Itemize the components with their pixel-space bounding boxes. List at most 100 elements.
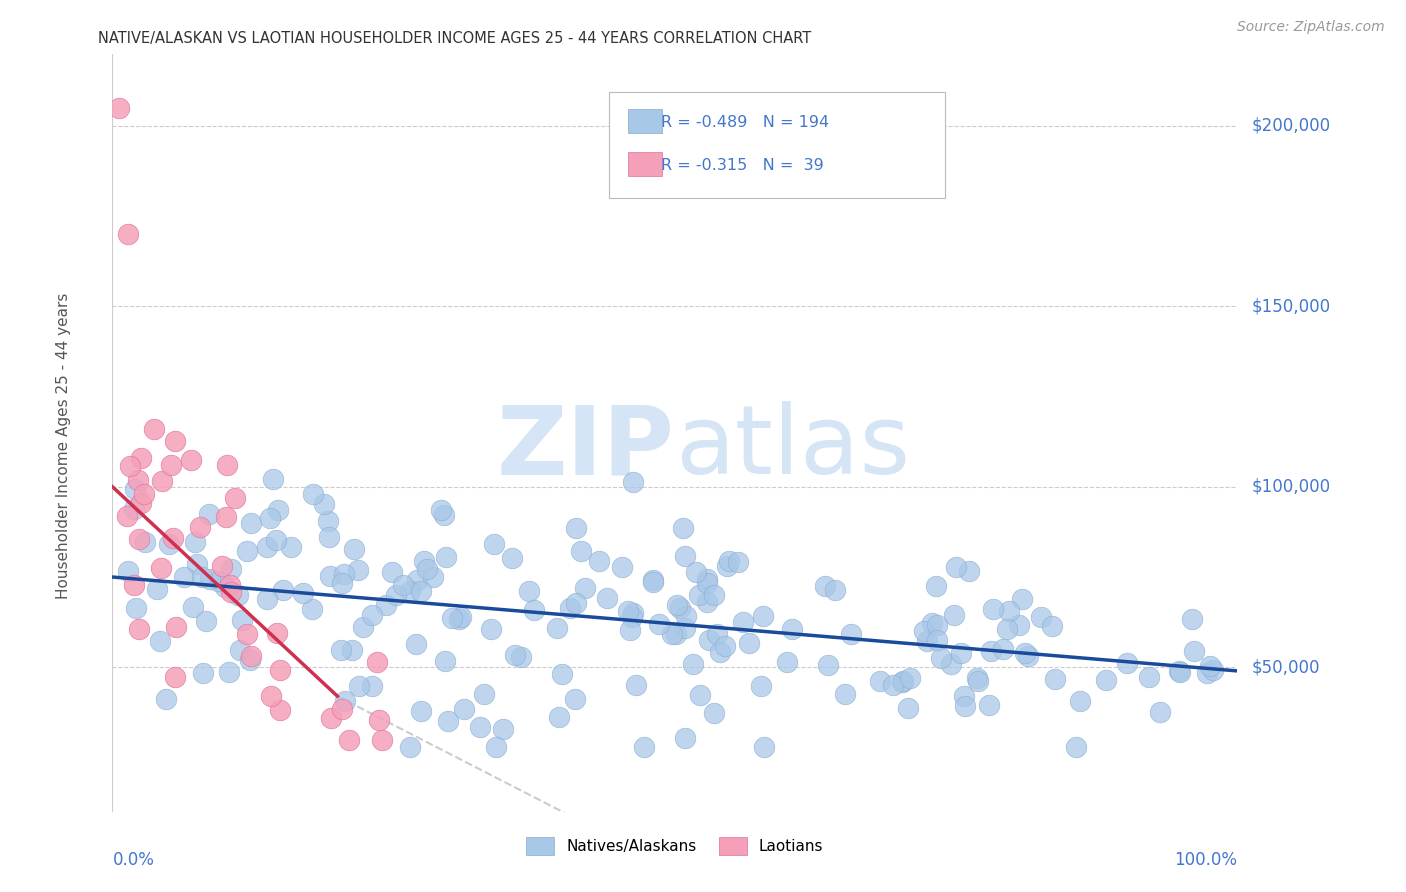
- Point: [1043, 672, 1066, 686]
- Point: [925, 633, 948, 648]
- Point: [752, 609, 775, 624]
- Point: [1168, 665, 1191, 679]
- Point: [703, 706, 725, 720]
- Point: [318, 569, 340, 583]
- Point: [718, 554, 741, 568]
- Point: [122, 578, 145, 592]
- Point: [703, 588, 725, 602]
- Point: [301, 602, 323, 616]
- Point: [108, 101, 131, 115]
- Point: [966, 672, 988, 686]
- Point: [191, 570, 214, 584]
- Point: [673, 731, 696, 745]
- Point: [569, 544, 592, 558]
- Point: [619, 623, 641, 637]
- Point: [267, 503, 290, 517]
- Point: [548, 710, 571, 724]
- Point: [485, 739, 508, 754]
- Point: [450, 610, 472, 624]
- Point: [817, 658, 839, 673]
- Point: [950, 646, 973, 660]
- Point: [953, 699, 976, 714]
- Point: [226, 588, 249, 602]
- Point: [291, 586, 314, 600]
- Point: [893, 674, 915, 689]
- Text: ZIP: ZIP: [496, 401, 675, 494]
- Point: [211, 558, 233, 573]
- Point: [991, 642, 1014, 657]
- Point: [1198, 659, 1220, 673]
- Point: [898, 671, 921, 685]
- Point: [128, 532, 150, 546]
- Text: Householder Income Ages 25 - 44 years: Householder Income Ages 25 - 44 years: [56, 293, 70, 599]
- Point: [925, 579, 948, 593]
- Point: [160, 458, 183, 472]
- Point: [546, 621, 568, 635]
- Point: [155, 692, 177, 706]
- Point: [673, 621, 696, 635]
- Point: [869, 674, 891, 689]
- Point: [430, 502, 453, 516]
- Point: [129, 451, 152, 466]
- Point: [983, 602, 1005, 616]
- Point: [409, 584, 432, 599]
- Point: [1029, 610, 1052, 624]
- Point: [1011, 591, 1033, 606]
- Point: [666, 598, 689, 612]
- Text: R = -0.315   N =  39: R = -0.315 N = 39: [661, 158, 824, 173]
- Point: [1115, 656, 1137, 670]
- Point: [436, 714, 458, 729]
- Point: [834, 687, 856, 701]
- Point: [218, 665, 240, 679]
- Point: [150, 561, 173, 575]
- Point: [118, 459, 141, 474]
- Point: [1168, 665, 1191, 679]
- Point: [127, 473, 149, 487]
- Point: [124, 482, 146, 496]
- Point: [621, 606, 644, 620]
- Point: [157, 537, 180, 551]
- Point: [375, 598, 398, 612]
- Point: [776, 655, 799, 669]
- Point: [195, 614, 218, 628]
- Point: [977, 698, 1000, 712]
- Point: [616, 604, 638, 618]
- Point: [890, 675, 912, 690]
- Point: [1149, 706, 1171, 720]
- Point: [1094, 673, 1116, 687]
- Point: [558, 601, 581, 615]
- Point: [952, 689, 974, 703]
- Point: [491, 722, 513, 736]
- Point: [941, 657, 963, 671]
- Point: [413, 554, 436, 568]
- Point: [565, 521, 588, 535]
- Point: [565, 596, 588, 610]
- Point: [696, 572, 718, 586]
- Point: [162, 531, 184, 545]
- Point: [264, 533, 287, 547]
- Point: [643, 574, 665, 588]
- Point: [942, 607, 965, 622]
- Point: [754, 739, 776, 754]
- Point: [738, 636, 761, 650]
- Point: [239, 516, 262, 530]
- Point: [1064, 739, 1087, 754]
- Point: [503, 648, 526, 663]
- Point: [675, 609, 697, 624]
- Point: [330, 702, 353, 716]
- Point: [346, 563, 368, 577]
- Point: [482, 537, 505, 551]
- Point: [381, 565, 404, 579]
- Point: [142, 422, 165, 436]
- Point: [406, 573, 429, 587]
- Point: [260, 689, 283, 703]
- Point: [405, 636, 427, 650]
- Text: 100.0%: 100.0%: [1174, 851, 1237, 869]
- Point: [385, 588, 408, 602]
- Point: [318, 530, 340, 544]
- Point: [197, 507, 219, 521]
- Point: [236, 627, 259, 641]
- Point: [1181, 612, 1204, 626]
- Point: [523, 603, 546, 617]
- Point: [633, 739, 655, 754]
